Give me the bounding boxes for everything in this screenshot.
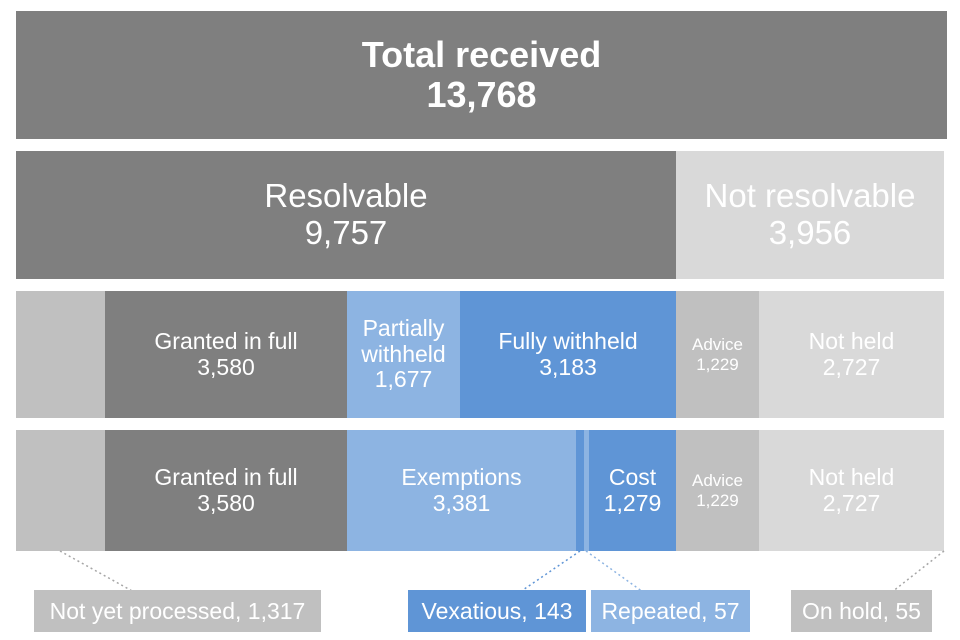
partially-label-line2: withheld — [361, 340, 446, 367]
leader-vexatious — [519, 550, 581, 593]
advice-label: Advice — [691, 335, 744, 355]
not-held-value-2: 2,727 — [822, 489, 881, 516]
exemptions-label: Exemptions — [401, 463, 522, 490]
partially-withheld-box: Partially withheld 1,677 — [347, 291, 460, 418]
granted-label: Granted in full — [154, 327, 298, 354]
not-yet-processed-segment — [16, 291, 105, 418]
cost-box: Cost 1,279 — [589, 430, 676, 551]
not-held-box: Not held 2,727 — [759, 291, 944, 418]
not-held-label: Not held — [808, 327, 895, 354]
total-received-box: Total received 13,768 — [16, 11, 947, 139]
partially-label-line1: Partially — [362, 314, 445, 341]
not-yet-processed-segment-2 — [16, 430, 105, 551]
not-held-value: 2,727 — [822, 353, 881, 380]
repeated-callout: Repeated, 57 — [591, 590, 750, 632]
repeated-segment — [584, 430, 589, 551]
fully-withheld-box: Fully withheld 3,183 — [460, 291, 676, 418]
leader-on-hold — [891, 550, 945, 593]
partially-value: 1,677 — [374, 366, 433, 393]
not-held-label-2: Not held — [808, 463, 895, 490]
on-hold-callout: On hold, 55 — [791, 590, 932, 632]
advice-box-2: Advice 1,229 — [676, 430, 759, 551]
cost-value: 1,279 — [603, 489, 662, 516]
leader-repeated — [585, 550, 644, 593]
not-yet-processed-callout: Not yet processed, 1,317 — [34, 590, 321, 632]
advice-value: 1,229 — [696, 354, 739, 374]
granted-in-full-box: Granted in full 3,580 — [105, 291, 347, 418]
total-received-label: Total received — [361, 33, 602, 75]
vexatious-segment — [576, 430, 584, 551]
not-resolvable-label: Not resolvable — [704, 177, 916, 215]
not-resolvable-box: Not resolvable 3,956 — [676, 151, 944, 279]
total-received-value: 13,768 — [426, 74, 537, 115]
exemptions-box: Exemptions 3,381 — [347, 430, 576, 551]
granted-in-full-box-2: Granted in full 3,580 — [105, 430, 347, 551]
fully-withheld-label: Fully withheld — [498, 327, 638, 354]
granted-value-2: 3,580 — [197, 489, 255, 516]
advice-value-2: 1,229 — [696, 490, 739, 510]
resolvable-value: 9,757 — [304, 214, 388, 251]
vexatious-callout: Vexatious, 143 — [408, 590, 586, 632]
cost-label: Cost — [608, 463, 657, 490]
leader-not-yet-processed — [59, 550, 135, 593]
not-resolvable-value: 3,956 — [768, 214, 852, 251]
granted-label-2: Granted in full — [154, 463, 298, 490]
advice-label-2: Advice — [691, 471, 744, 491]
advice-box: Advice 1,229 — [676, 291, 759, 418]
resolvable-label: Resolvable — [264, 177, 428, 215]
exemptions-value: 3,381 — [432, 489, 491, 516]
not-held-box-2: Not held 2,727 — [759, 430, 944, 551]
granted-value: 3,580 — [197, 353, 255, 380]
resolvable-box: Resolvable 9,757 — [16, 151, 676, 279]
fully-withheld-value: 3,183 — [539, 353, 597, 380]
